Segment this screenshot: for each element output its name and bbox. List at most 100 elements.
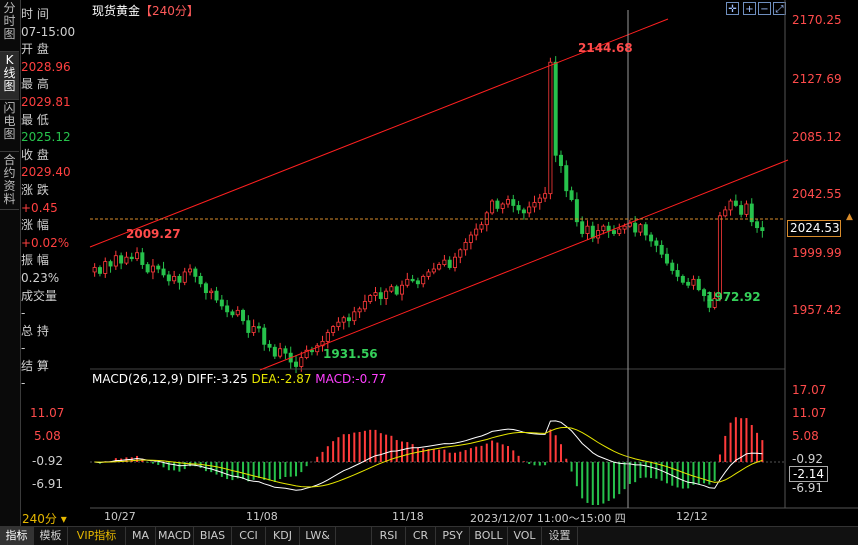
candle-body (601, 225, 606, 231)
amplitude-value: 0.23% (21, 270, 60, 285)
tab-vip-indicator[interactable]: VIP指标 (68, 527, 126, 545)
candle-body (505, 199, 510, 205)
tab-settings[interactable]: 设置 (542, 527, 578, 545)
tab-rsi[interactable]: RSI (372, 527, 406, 545)
candle-body (156, 265, 161, 270)
tab-lw[interactable]: LW& (300, 527, 336, 545)
candle-body (447, 259, 452, 268)
candle-body (241, 309, 246, 322)
candle-body (320, 340, 325, 347)
candle-body (755, 221, 760, 229)
candle-body (256, 326, 261, 329)
tab-ma[interactable]: MA (126, 527, 156, 545)
candle-body (315, 345, 320, 353)
macd-right-tick: -0.92 (792, 452, 824, 466)
tab-boll[interactable]: BOLL (470, 527, 508, 545)
candle-body (543, 193, 548, 199)
tab-lightning[interactable]: 闪电图 (0, 100, 19, 152)
tab-vol[interactable]: VOL (508, 527, 542, 545)
tab-cr[interactable]: CR (406, 527, 436, 545)
period-selector[interactable]: 240分 ▾ (22, 510, 67, 527)
crosshair-icon[interactable]: ✛ (726, 2, 739, 15)
low-label: 最 低 (21, 112, 49, 127)
candle-body (611, 230, 616, 234)
candle-body (664, 253, 669, 264)
candle-body (150, 265, 155, 273)
candle-body (500, 203, 505, 209)
candle-body (452, 256, 457, 268)
time-label: 时 间 (21, 7, 49, 21)
settle-label: 结 算 (21, 358, 49, 373)
candle-body (474, 228, 479, 236)
tab-bias[interactable]: BIAS (194, 527, 232, 545)
candle-body (442, 259, 447, 265)
tab-cci[interactable]: CCI (232, 527, 266, 545)
candle-body (283, 348, 288, 354)
candle-body (304, 349, 309, 359)
candle-body (580, 221, 585, 234)
candle-body (749, 203, 754, 223)
price-tick: 1999.99 (792, 246, 842, 260)
candle-body (638, 224, 643, 233)
candle-body (717, 215, 722, 299)
chart-title: 现货黄金【240分】 (92, 2, 199, 19)
tab-psy[interactable]: PSY (436, 527, 470, 545)
candle-body (182, 271, 187, 283)
candle-body (744, 203, 749, 215)
zoom-in-icon[interactable]: + (743, 2, 756, 15)
macd-diff: DIFF:-3.25 (186, 372, 248, 386)
candlestick-chart[interactable] (0, 0, 858, 510)
annotation-low2: 1972.92 (706, 290, 761, 304)
chevron-down-icon: ▾ (60, 512, 67, 526)
candle-body (394, 286, 399, 295)
candle-body (675, 270, 680, 277)
open-label: 开 盘 (21, 42, 49, 57)
candle-body (362, 301, 367, 310)
quote-info-panel: 时 间 07-15:00 开 盘 2028.96 最 高 2029.81 最 低… (21, 6, 89, 393)
tab-template[interactable]: 模板 (34, 527, 68, 545)
candle-body (336, 321, 341, 327)
candle-body (564, 165, 569, 192)
candle-body (723, 209, 728, 217)
candle-body (516, 205, 521, 211)
macd-right-tick: -6.91 (792, 481, 824, 495)
price-tick: 2042.55 (792, 187, 842, 201)
tab-kline[interactable]: K线图 (0, 52, 19, 100)
candle-body (352, 311, 357, 322)
candle-body (235, 309, 240, 316)
candle-body (198, 275, 203, 285)
macd-current-badge: -2.14 (789, 466, 829, 482)
candle-body (341, 317, 346, 323)
macd-right-tick: 11.07 (792, 406, 827, 420)
candle-body (246, 320, 251, 333)
date-tick: 11/08 (246, 510, 278, 523)
candle-body (548, 61, 553, 195)
candle-body (686, 281, 691, 286)
pct-value: +0.02% (21, 235, 70, 250)
date-tick: 12/12 (676, 510, 708, 523)
candle-body (596, 230, 601, 239)
candle-body (331, 326, 336, 333)
candle-body (203, 283, 208, 294)
candle-body (378, 292, 383, 299)
candle-body (728, 200, 733, 211)
tab-kdj[interactable]: KDJ (266, 527, 300, 545)
zoom-out-icon[interactable]: − (758, 2, 771, 15)
candle-body (278, 348, 283, 357)
annotation-left: 2009.27 (126, 227, 181, 241)
tab-macd[interactable]: MACD (156, 527, 194, 545)
candle-body (166, 274, 171, 282)
price-tick: 1957.42 (792, 303, 842, 317)
annotation-high: 2144.68 (578, 41, 633, 55)
candle-body (230, 311, 235, 316)
candle-body (415, 280, 420, 285)
date-tick: 11/18 (392, 510, 424, 523)
candle-body (654, 240, 659, 246)
tab-timeshare[interactable]: 分时图 (0, 0, 19, 52)
high-label: 最 高 (21, 77, 49, 92)
close-value: 2029.40 (21, 165, 71, 180)
candle-body (479, 224, 484, 230)
tab-contract-info[interactable]: 合约资料 (0, 152, 19, 210)
tab-indicator[interactable]: 指标 (0, 527, 34, 545)
candle-body (431, 268, 436, 273)
